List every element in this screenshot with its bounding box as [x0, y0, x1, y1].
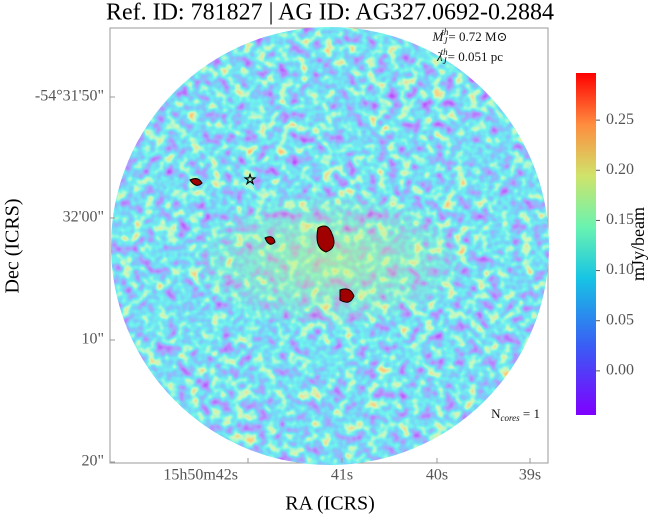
y-tick-label: 32'00" — [63, 209, 104, 226]
y-tick-label: -54°31'50" — [35, 88, 104, 105]
annotation: λJth= 0.051 pc — [436, 47, 503, 66]
x-tick-label: 40s — [426, 467, 448, 484]
y-tick-label: 20" — [81, 453, 104, 470]
star-marker: ☆ — [244, 173, 257, 188]
annotation: MJth= 0.72 M⊙ — [432, 27, 508, 46]
colorbar-tick-label: 0.15 — [606, 211, 634, 228]
y-tick-label: 10" — [81, 331, 104, 348]
colorbar-tick-label: 0.20 — [606, 161, 634, 178]
y-axis-label: Dec (ICRS) — [2, 199, 24, 294]
x-tick-label: 39s — [519, 467, 541, 484]
chart-title: Ref. ID: 781827 | AG ID: AG327.0692-0.28… — [106, 0, 554, 26]
colorbar-tick-label: 0.10 — [606, 261, 634, 278]
colorbar-tick-label: 0.00 — [606, 362, 634, 379]
colorbar-label: mJy/beam — [628, 207, 648, 281]
colorbar-tick-label: 0.05 — [606, 311, 634, 328]
x-axis-label: RA (ICRS) — [285, 493, 374, 515]
x-tick-label: 41s — [331, 467, 353, 484]
colorbar-tick-label: 0.25 — [606, 111, 634, 128]
image — [111, 27, 549, 465]
x-tick-label: 15h50m42s — [163, 467, 238, 484]
colorbar — [576, 73, 596, 415]
annotation: Ncores = 1 — [491, 406, 540, 423]
